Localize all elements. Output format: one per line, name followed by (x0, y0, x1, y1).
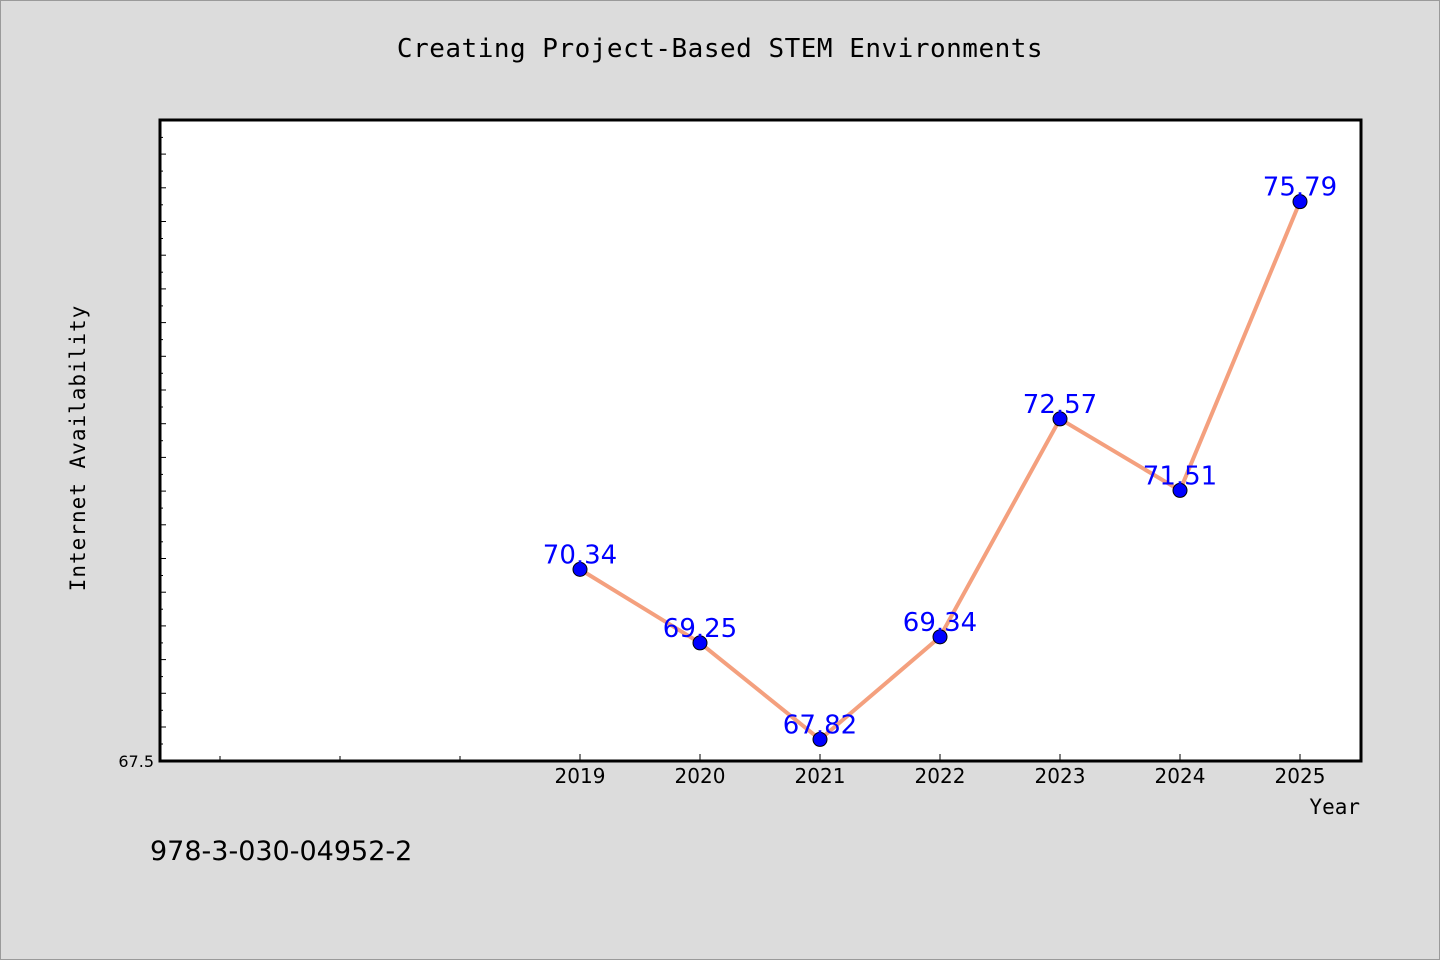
data-label: 69.25 (663, 614, 737, 644)
data-point (1292, 194, 1308, 210)
data-point (1172, 482, 1188, 498)
data-label: 72.57 (1023, 390, 1097, 420)
x-tick-label: 2024 (1155, 764, 1206, 788)
data-label: 71.51 (1143, 461, 1217, 491)
plot-border (158, 118, 1363, 763)
y-axis-label: Internet Availability (66, 304, 90, 592)
x-tick-label: 2025 (1275, 764, 1326, 788)
data-label: 70.34 (543, 540, 617, 570)
x-tick-label: 2019 (555, 764, 606, 788)
data-label: 75.79 (1263, 173, 1337, 203)
y-tick-label: 67.5 (118, 752, 154, 771)
data-label: 69.34 (903, 608, 977, 638)
x-tick-label: 2021 (795, 764, 846, 788)
x-tick-label: 2022 (915, 764, 966, 788)
plot-background (160, 120, 1361, 761)
data-label: 67.82 (783, 710, 857, 740)
data-point (692, 635, 708, 651)
data-point (812, 731, 828, 747)
data-point (572, 561, 588, 577)
x-tick-label: 2020 (675, 764, 726, 788)
x-tick-label: 2023 (1035, 764, 1086, 788)
data-point (932, 629, 948, 645)
x-axis-label: Year (1309, 795, 1360, 819)
chart-title: Creating Project-Based STEM Environments (396, 34, 1044, 64)
data-point (1052, 411, 1068, 427)
isbn-text: 978-3-030-04952-2 (150, 836, 413, 867)
